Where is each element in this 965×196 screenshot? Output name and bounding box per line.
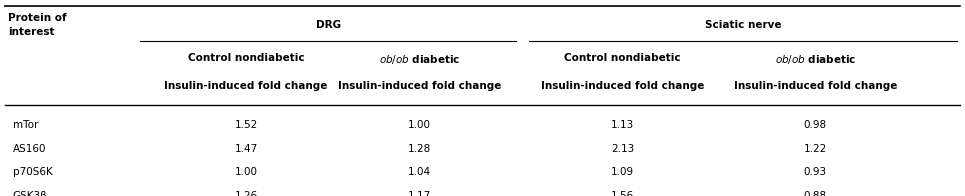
Text: 1.47: 1.47: [234, 144, 258, 154]
Text: 0.88: 0.88: [804, 191, 827, 196]
Text: Protein of
interest: Protein of interest: [8, 13, 67, 37]
Text: Control nondiabetic: Control nondiabetic: [565, 53, 680, 63]
Text: 1.17: 1.17: [408, 191, 431, 196]
Text: DRG: DRG: [316, 20, 341, 30]
Text: Control nondiabetic: Control nondiabetic: [188, 53, 304, 63]
Text: 1.00: 1.00: [408, 120, 431, 131]
Text: mTor: mTor: [13, 120, 38, 131]
Text: GSK3β: GSK3β: [13, 191, 47, 196]
Text: 1.04: 1.04: [408, 167, 431, 178]
Text: $\it{ob/ob}$ diabetic: $\it{ob/ob}$ diabetic: [775, 53, 856, 66]
Text: Insulin-induced fold change: Insulin-induced fold change: [338, 81, 502, 91]
Text: Sciatic nerve: Sciatic nerve: [704, 20, 782, 30]
Text: 0.93: 0.93: [804, 167, 827, 178]
Text: 1.13: 1.13: [611, 120, 634, 131]
Text: $\it{ob/ob}$ diabetic: $\it{ob/ob}$ diabetic: [379, 53, 460, 66]
Text: 1.52: 1.52: [234, 120, 258, 131]
Text: 0.98: 0.98: [804, 120, 827, 131]
Text: 1.56: 1.56: [611, 191, 634, 196]
Text: 1.28: 1.28: [408, 144, 431, 154]
Text: Insulin-induced fold change: Insulin-induced fold change: [733, 81, 897, 91]
Text: 2.13: 2.13: [611, 144, 634, 154]
Text: 1.26: 1.26: [234, 191, 258, 196]
Text: AS160: AS160: [13, 144, 46, 154]
Text: Insulin-induced fold change: Insulin-induced fold change: [164, 81, 328, 91]
Text: p70S6K: p70S6K: [13, 167, 52, 178]
Text: 1.00: 1.00: [234, 167, 258, 178]
Text: Insulin-induced fold change: Insulin-induced fold change: [540, 81, 704, 91]
Text: 1.09: 1.09: [611, 167, 634, 178]
Text: 1.22: 1.22: [804, 144, 827, 154]
